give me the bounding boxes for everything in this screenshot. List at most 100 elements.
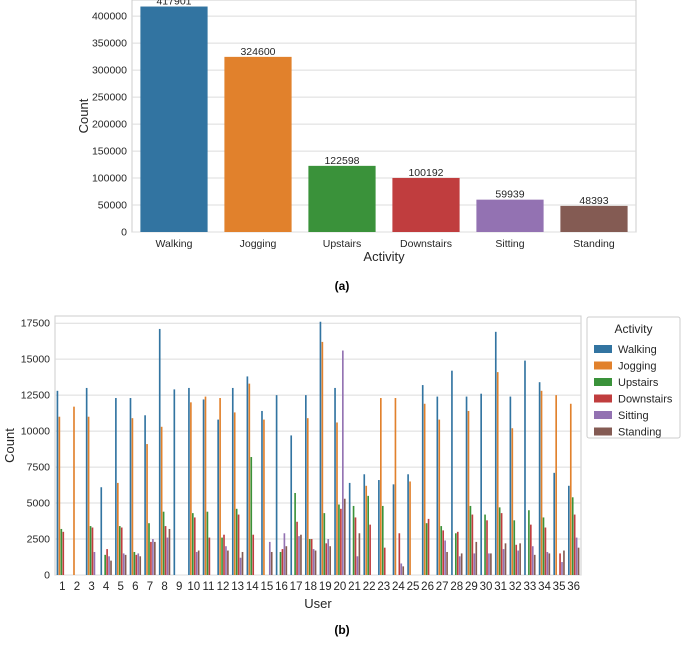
x-tick-label-user-24: 24 (392, 581, 405, 593)
bar-user29-jogging (467, 410, 470, 575)
bar-user1-walking (56, 390, 59, 575)
bar-user9-walking (173, 389, 176, 575)
y-tick-label-a-2: 100000 (92, 173, 127, 185)
bar-user18-jogging (306, 418, 309, 575)
bar-user21-walking (348, 482, 351, 575)
bar-user8-sitting (166, 537, 169, 575)
bar-user16-sitting (283, 533, 286, 575)
x-tick-label-user-17: 17 (290, 581, 303, 593)
x-tick-label-user-5: 5 (118, 581, 124, 593)
x-tick-label-sitting: Sitting (495, 238, 524, 250)
bar-user35-downstairs (559, 553, 561, 575)
x-tick-label-user-33: 33 (523, 581, 536, 593)
legend-label-sitting: Sitting (618, 410, 649, 422)
x-tick-label-user-28: 28 (450, 581, 463, 593)
bar-user11-walking (202, 399, 205, 575)
bar-user10-downstairs (193, 517, 196, 575)
bar-user27-jogging (438, 419, 441, 575)
x-tick-label-user-1: 1 (59, 581, 65, 593)
bar-user24-downstairs (398, 533, 401, 575)
bar-user12-walking (217, 419, 219, 575)
bar-user25-walking (407, 474, 409, 575)
bar-user35-jogging (555, 395, 557, 575)
bar-standing (560, 205, 628, 232)
bar-user31-upstairs (498, 507, 501, 575)
legend-swatch-downstairs (594, 394, 612, 403)
bar-user6-jogging (131, 418, 134, 575)
bar-upstairs (308, 165, 376, 232)
bar-user15-standing (270, 551, 273, 575)
bar-user34-jogging (540, 390, 543, 575)
bar-user3-upstairs (89, 526, 92, 575)
bar-user11-upstairs (206, 511, 209, 575)
x-tick-label-user-12: 12 (217, 581, 230, 593)
bar-user29-downstairs (471, 514, 474, 575)
x-tick-label-user-18: 18 (304, 581, 317, 593)
x-tick-label-user-15: 15 (260, 581, 273, 593)
bar-user6-walking (129, 398, 132, 575)
bar-user5-upstairs (118, 526, 121, 575)
bar-user23-upstairs (381, 505, 384, 575)
bar-user7-standing (154, 541, 156, 575)
bar-user27-walking (436, 396, 439, 575)
bar-user12-sitting (225, 546, 227, 575)
bar-user10-sitting (195, 551, 198, 575)
bar-user19-downstairs (325, 543, 328, 575)
x-tick-label-standing: Standing (573, 238, 615, 250)
bar-value-label-sitting: 59939 (495, 189, 524, 201)
x-tick-label-user-26: 26 (421, 581, 434, 593)
legend-label-walking: Walking (618, 344, 657, 356)
legend-swatch-upstairs (594, 378, 612, 386)
bar-user21-sitting (356, 556, 359, 575)
bar-user10-walking (188, 387, 190, 575)
x-tick-label-user-31: 31 (494, 581, 507, 593)
bar-user20-standing (343, 498, 346, 575)
x-tick-label-user-19: 19 (319, 581, 332, 593)
bar-user13-jogging (233, 412, 236, 575)
bar-user36-downstairs (573, 514, 576, 575)
bar-user28-sitting (458, 556, 461, 575)
x-tick-label-user-35: 35 (553, 581, 566, 593)
bar-user16-upstairs (279, 551, 282, 575)
bar-user28-standing (460, 553, 463, 575)
bar-user6-downstairs (135, 554, 138, 575)
bar-user24-sitting (400, 563, 403, 575)
bar-user31-sitting (502, 549, 505, 575)
bar-user32-downstairs (515, 544, 518, 575)
bar-user5-walking (115, 398, 117, 575)
bar-jogging (224, 56, 292, 233)
bar-user3-downstairs (91, 527, 94, 575)
bar-user31-walking (494, 331, 497, 575)
bar-user23-downstairs (383, 547, 386, 575)
bar-user10-jogging (190, 402, 192, 575)
bar-user27-downstairs (442, 530, 444, 575)
bar-user16-downstairs (281, 549, 284, 575)
bar-user1-upstairs (60, 528, 63, 575)
bar-user19-standing (329, 546, 331, 575)
y-tick-label-b-7: 17500 (21, 318, 50, 330)
bar-user7-walking (144, 415, 146, 575)
bar-user33-standing (533, 554, 536, 575)
x-tick-label-user-20: 20 (334, 581, 347, 593)
bar-user1-downstairs (62, 531, 65, 575)
bar-user31-jogging (496, 372, 499, 575)
x-tick-label-user-14: 14 (246, 581, 259, 593)
bar-user13-walking (231, 387, 234, 575)
x-tick-label-user-30: 30 (480, 581, 493, 593)
x-tick-label-user-16: 16 (275, 581, 288, 593)
bar-user30-standing (490, 553, 492, 575)
x-tick-label-user-7: 7 (147, 581, 153, 593)
y-axis-label-b: Count (2, 428, 17, 463)
x-tick-label-user-10: 10 (187, 581, 200, 593)
bar-user6-standing (139, 556, 142, 575)
y-tick-label-b-3: 7500 (27, 462, 51, 474)
y-tick-label-a-8: 400000 (92, 11, 127, 23)
bar-user33-upstairs (528, 510, 530, 575)
bar-user5-sitting (122, 553, 125, 575)
legend-label-standing: Standing (618, 427, 661, 439)
x-tick-label-user-36: 36 (567, 581, 580, 593)
bar-user35-sitting (561, 562, 563, 575)
bar-user24-jogging (394, 398, 397, 575)
legend-label-jogging: Jogging (618, 361, 657, 373)
bar-user20-jogging (336, 422, 338, 575)
